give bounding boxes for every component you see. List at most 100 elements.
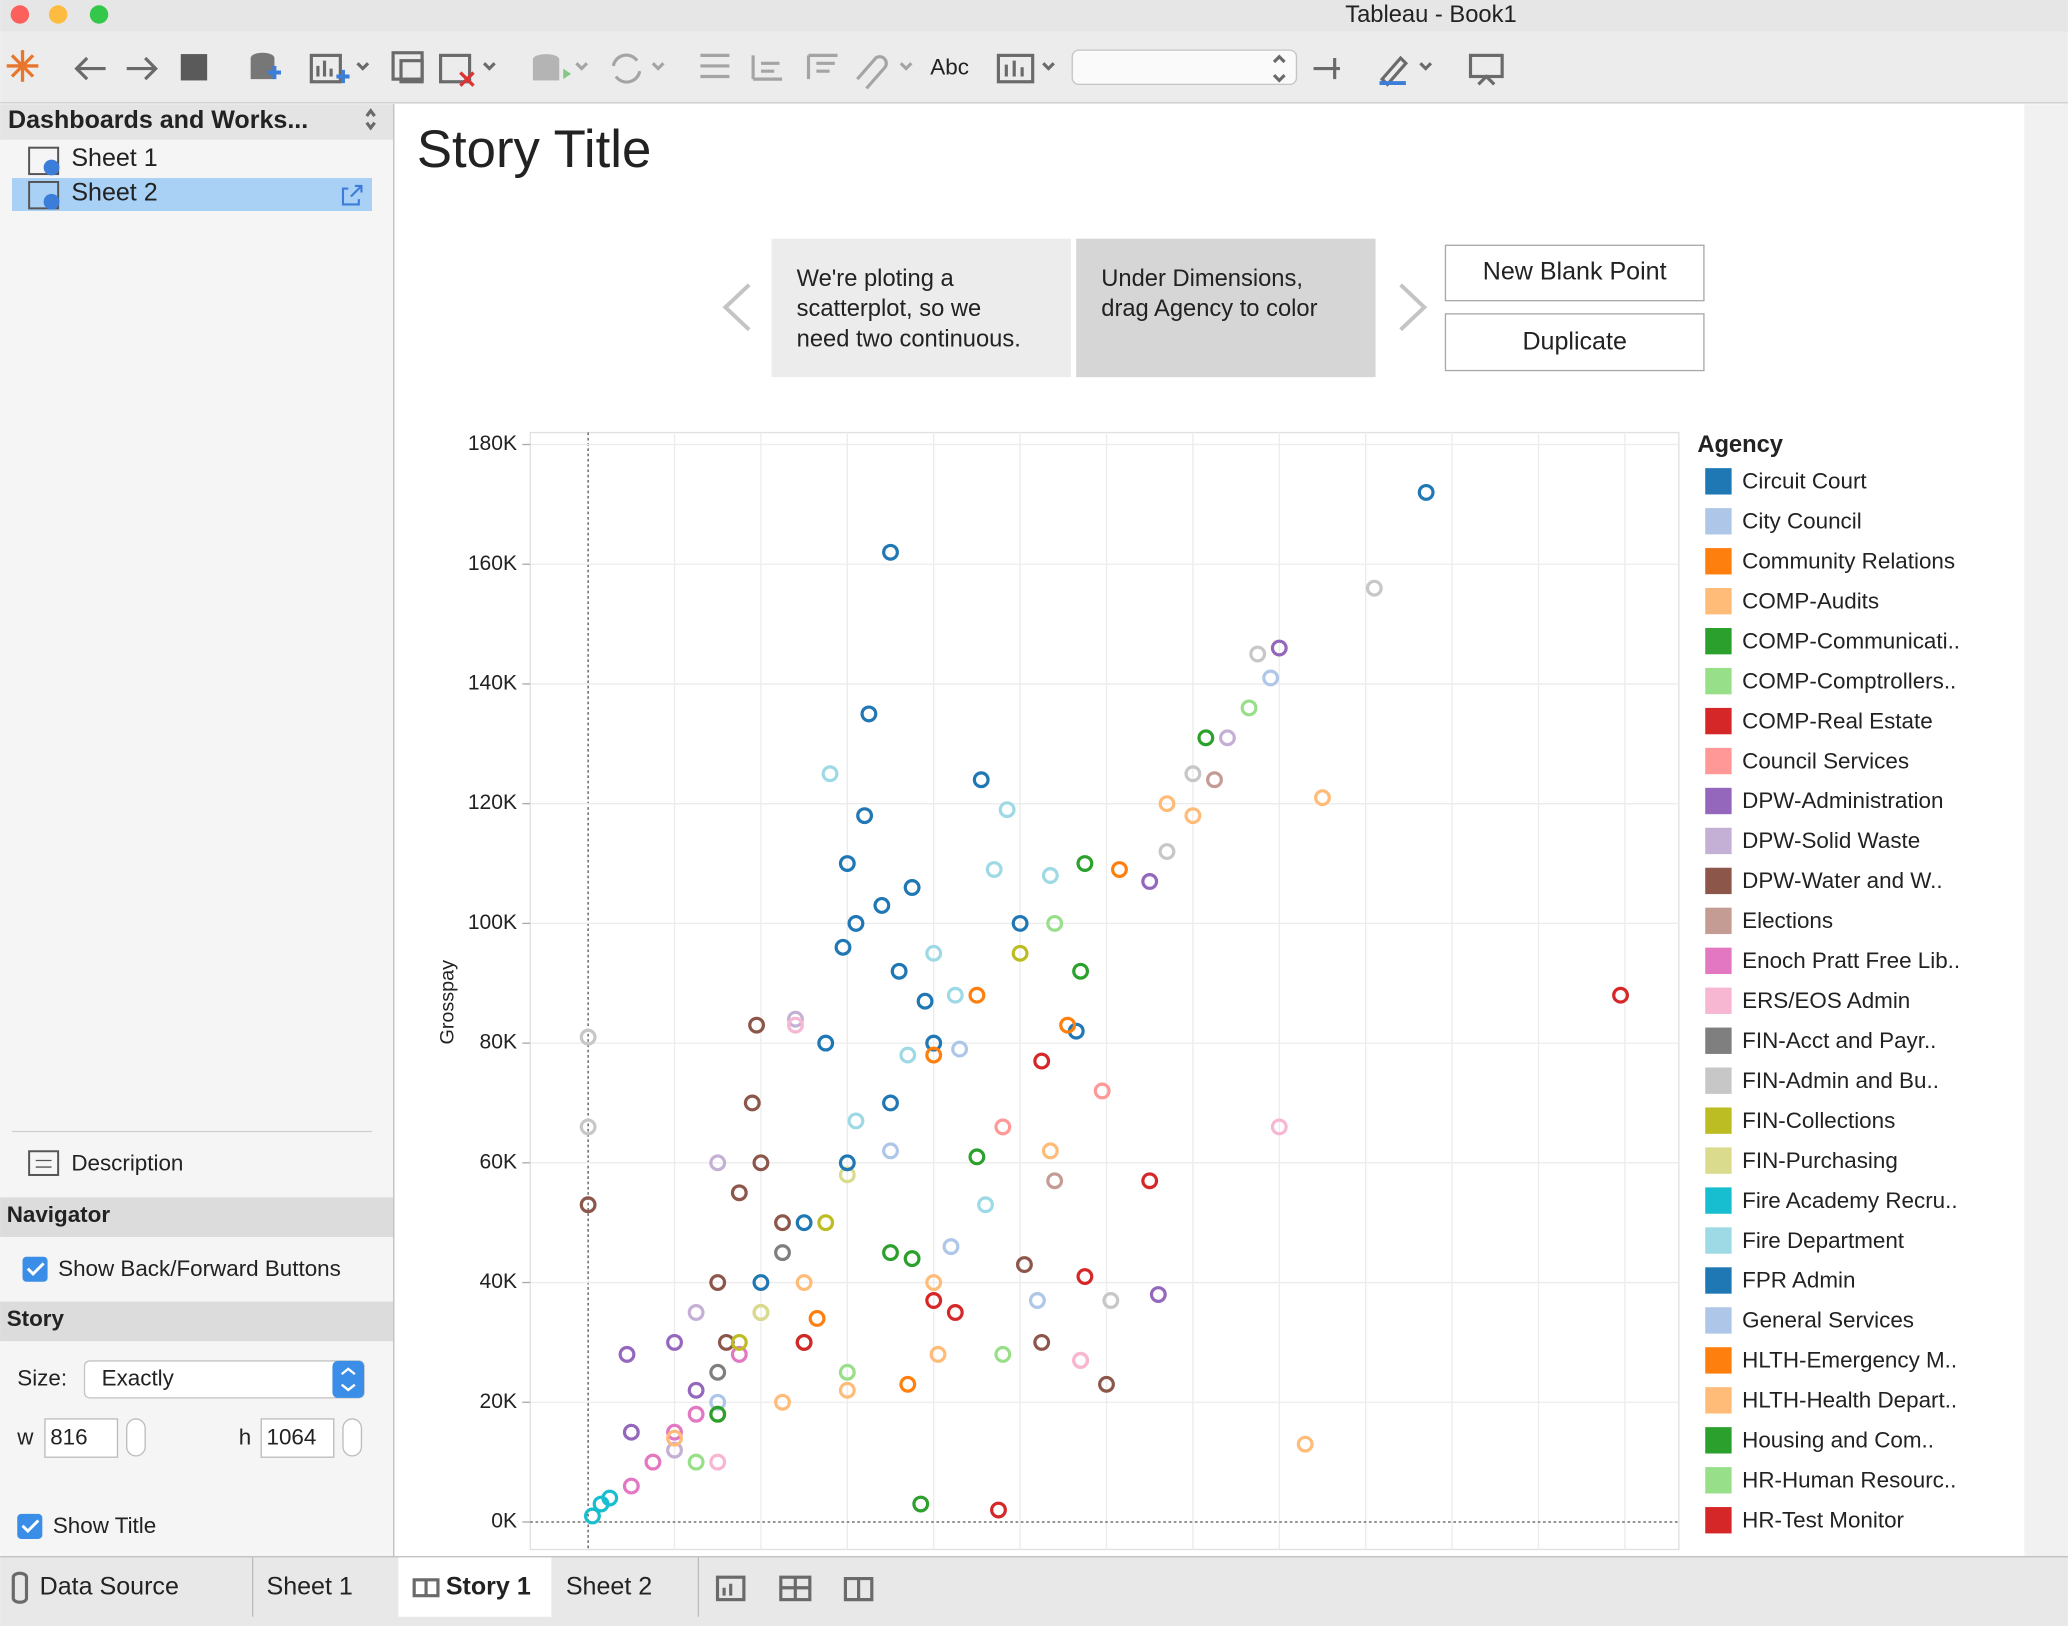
duplicate-sheet-button[interactable] xyxy=(391,51,424,84)
data-point xyxy=(1417,483,1435,501)
legend-label: Council Services xyxy=(1742,748,1909,773)
width-value: 816 xyxy=(50,1425,87,1450)
fix-axes-button[interactable] xyxy=(1313,58,1340,80)
data-point xyxy=(1098,1375,1115,1393)
width-stepper[interactable] xyxy=(126,1418,146,1457)
y-tick-label: 60K xyxy=(480,1150,518,1173)
height-input[interactable] xyxy=(260,1418,335,1458)
fit-dropdown[interactable] xyxy=(1071,49,1298,86)
title-bar xyxy=(0,0,2068,32)
data-point xyxy=(994,1345,1012,1363)
data-point xyxy=(817,1034,835,1052)
legend-swatch xyxy=(1705,1507,1732,1534)
back-button[interactable] xyxy=(74,56,106,81)
scatter-chart: Grosspay Agency 0K 20K 40K 60K 80K 100K 120K 14… xyxy=(437,431,1960,1551)
story-point-text: drag Agency to color xyxy=(1101,296,1317,322)
legend-title: Agency xyxy=(1697,432,1783,458)
legend-label: ERS/EOS Admin xyxy=(1742,988,1910,1013)
new-sheet-button[interactable] xyxy=(309,53,370,84)
show-title-checkbox[interactable]: Show Title xyxy=(17,1513,156,1539)
size-dropdown[interactable]: Exactly xyxy=(83,1360,365,1399)
data-point xyxy=(929,1345,947,1363)
format-label: Abc xyxy=(930,54,969,79)
legend-label: FIN-Acct and Payr.. xyxy=(1742,1028,1936,1053)
checkbox-label: Show Back/Forward Buttons xyxy=(58,1256,341,1281)
sheet-label: Sheet 2 xyxy=(71,178,157,206)
data-point xyxy=(968,986,986,1004)
data-point xyxy=(1046,914,1064,932)
tab-label: Story 1 xyxy=(446,1572,531,1600)
data-point xyxy=(687,1381,705,1399)
data-point xyxy=(838,1363,856,1381)
legend-item: HR-Test Monitor xyxy=(1705,1507,1905,1534)
new-dashboard-button[interactable] xyxy=(779,1575,812,1602)
previous-arrow[interactable] xyxy=(722,283,751,332)
story-point-selected[interactable]: Under Dimensions, drag Agency to color xyxy=(1076,238,1376,378)
data-point xyxy=(709,1363,727,1381)
new-sheet-tab-button[interactable] xyxy=(715,1575,746,1602)
legend-swatch xyxy=(1705,1467,1732,1494)
logo-button[interactable] xyxy=(6,50,39,82)
presentation-button[interactable] xyxy=(1468,53,1504,86)
legend-item: Elections xyxy=(1705,907,1833,935)
sheet-tab[interactable]: Sheet 2 xyxy=(566,1572,652,1600)
data-point xyxy=(998,801,1016,819)
legend-swatch xyxy=(1705,907,1732,935)
legend-swatch xyxy=(1705,707,1732,735)
legend-swatch xyxy=(1705,1307,1732,1334)
story-point-text: scatterplot, so we xyxy=(797,296,982,322)
new-point-button[interactable]: New Blank Point xyxy=(1444,244,1705,302)
description-item[interactable]: Description xyxy=(28,1150,183,1176)
grid xyxy=(530,432,1679,1550)
data-point xyxy=(579,1028,597,1046)
new-story-button[interactable] xyxy=(843,1576,874,1602)
show-me-button[interactable] xyxy=(996,53,1055,84)
legend-item: Circuit Court xyxy=(1705,468,1867,495)
save-button[interactable] xyxy=(180,54,208,81)
show-buttons-checkbox[interactable]: Show Back/Forward Buttons xyxy=(22,1256,341,1282)
legend-label: Elections xyxy=(1742,908,1833,933)
legend-item: DPW-Water and W.. xyxy=(1705,867,1943,895)
data-point xyxy=(687,1453,705,1471)
legend-label: COMP-Comptrollers.. xyxy=(1742,668,1956,693)
legend-item: Community Relations xyxy=(1705,548,1955,575)
sheet-tab[interactable]: Sheet 1 xyxy=(266,1572,352,1600)
scrollbar[interactable] xyxy=(2024,104,2068,1557)
next-arrow[interactable] xyxy=(1399,283,1428,332)
data-point xyxy=(847,914,865,932)
highlight-button[interactable] xyxy=(1379,55,1433,87)
data-point xyxy=(1076,1268,1094,1285)
data-point xyxy=(1102,1292,1120,1309)
forward-button[interactable] xyxy=(126,56,158,81)
data-point xyxy=(903,879,921,896)
y-axis-label: Grosspay xyxy=(437,960,459,1045)
sheet-item[interactable]: Sheet 1 xyxy=(28,144,158,176)
data-point xyxy=(1219,729,1236,747)
legend-label: Fire Academy Recru.. xyxy=(1742,1188,1957,1213)
new-datasource-button[interactable] xyxy=(250,52,282,80)
legend-swatch xyxy=(1705,508,1732,535)
legend-label: HR-Test Monitor xyxy=(1742,1507,1904,1532)
width-input[interactable] xyxy=(44,1418,119,1458)
data-point xyxy=(687,1304,705,1321)
story-point[interactable]: We're ploting a scatterplot, so we need … xyxy=(771,238,1071,378)
data-point xyxy=(882,1142,899,1160)
clear-sheet-button[interactable] xyxy=(438,53,496,87)
legend-item: ERS/EOS Admin xyxy=(1705,987,1910,1014)
data-point xyxy=(622,1477,640,1495)
data-point xyxy=(1270,639,1288,657)
close-button[interactable] xyxy=(10,5,30,24)
sheet-item-selected[interactable]: Sheet 2 xyxy=(11,178,372,211)
zoom-button[interactable] xyxy=(89,5,109,24)
story-tab-selected[interactable]: Story 1 xyxy=(398,1557,552,1617)
height-stepper[interactable] xyxy=(342,1418,363,1457)
legend-item: COMP-Comptrollers.. xyxy=(1705,667,1956,695)
data-point xyxy=(925,944,943,962)
duplicate-button[interactable]: Duplicate xyxy=(1444,313,1705,372)
minimize-button[interactable] xyxy=(48,5,68,24)
legend-label: Circuit Court xyxy=(1742,469,1867,494)
data-point xyxy=(817,1214,835,1232)
data-source-tab[interactable]: Data Source xyxy=(11,1571,179,1604)
data-point xyxy=(951,1040,969,1058)
data-point xyxy=(1041,1142,1059,1160)
